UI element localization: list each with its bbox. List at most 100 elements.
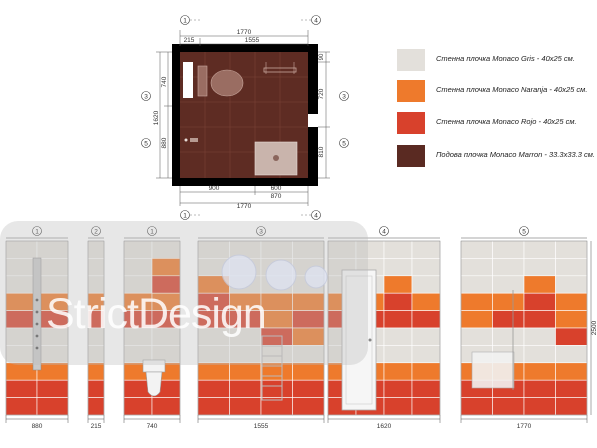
wall-tile: [123, 397, 153, 416]
plan-dim-bottom-600: 600: [271, 185, 282, 192]
panel-frame: [327, 240, 441, 416]
elevation-height-label: 2500: [591, 320, 597, 335]
wall-tile: [492, 275, 525, 294]
elevation-width-label: 1555: [254, 423, 269, 430]
elevation-marker: [91, 226, 101, 236]
wall-tile: [523, 397, 556, 416]
wall-tile: [383, 275, 413, 294]
wall-tile: [411, 362, 441, 381]
wall-tile: [411, 327, 441, 346]
panel-frame: [460, 240, 588, 416]
plan-marker-top-left: [180, 15, 190, 25]
wall-tile: [292, 379, 325, 398]
svg-text:3: 3: [342, 94, 346, 101]
wall-tile: [229, 362, 262, 381]
wall-tile: [383, 258, 413, 277]
wall-tile: [555, 258, 588, 277]
plan-dim-bottom-900: 900: [209, 185, 220, 192]
legend-label-naranja: Стенна плочка Monaco Naranja - 40х25 см.: [436, 85, 588, 94]
svg-text:4: 4: [314, 213, 318, 220]
wall-tile: [460, 397, 493, 416]
door-elevation: [341, 269, 377, 411]
wall-tile: [523, 292, 556, 311]
wall-tile: [151, 397, 181, 416]
elevation-marker: [147, 226, 157, 236]
plan-dim-left-lower: 880: [161, 137, 168, 148]
wall-tile: [5, 379, 38, 398]
wall-tile: [555, 310, 588, 329]
wall-tile: [260, 362, 293, 381]
plan-marker-bottom-right: [311, 210, 321, 220]
elevation-width-label: 1620: [377, 423, 392, 430]
plan-dim-top-right: 1555: [245, 37, 260, 44]
wall-tile: [411, 240, 441, 259]
wall-tile: [383, 362, 413, 381]
wall-tile: [411, 345, 441, 364]
wall-tile: [492, 397, 525, 416]
legend-label-marron: Подова плочка Monaco Marron - 33.3х33.3 …: [436, 150, 595, 159]
legend-swatch-gris: [397, 49, 425, 71]
wall-tile: [229, 397, 262, 416]
wall-tile: [460, 258, 493, 277]
wall-tile: [197, 397, 230, 416]
svg-text:5: 5: [342, 141, 346, 148]
plan-dim-top-total: 1770: [237, 29, 252, 36]
legend-swatch-marron: [397, 145, 425, 167]
elevation-fixtures: [32, 257, 515, 411]
wall-tile: [555, 379, 588, 398]
plan-dim-left-upper: 740: [161, 76, 168, 87]
elevation-panel: 5 1770: [460, 226, 588, 430]
wall-tile: [229, 379, 262, 398]
watermark-text: StrictDesign: [46, 290, 267, 338]
wall-tile: [523, 362, 556, 381]
wall-tile: [383, 292, 413, 311]
svg-text:1: 1: [183, 18, 187, 25]
svg-text:1: 1: [183, 213, 187, 220]
panel-frame: [197, 240, 325, 416]
wall-tile: [492, 310, 525, 329]
plan-marker-right-lower: [339, 138, 349, 148]
wall-tile: [292, 362, 325, 381]
wall-tile: [523, 345, 556, 364]
wall-tile: [197, 362, 230, 381]
watermark-band: [0, 221, 368, 365]
wall-tile: [36, 397, 69, 416]
wall-tile: [460, 327, 493, 346]
plan-dim-top: [179, 30, 309, 46]
svg-text:4: 4: [314, 18, 318, 25]
elevation-width-label: 880: [32, 423, 43, 430]
wall-tile: [523, 310, 556, 329]
legend-swatch-rojo: [397, 112, 425, 134]
plan-marker-right-upper: [339, 91, 349, 101]
elevation-marker-label: 1: [150, 229, 154, 236]
plan-dim-right-90: 90: [319, 53, 325, 60]
plan-niche: [183, 62, 193, 98]
plan-marker-top-right: [311, 15, 321, 25]
wall-tile: [523, 275, 556, 294]
wall-tile: [555, 327, 588, 346]
plan-dim-right-720: 720: [318, 88, 325, 99]
panel-frame: [5, 240, 69, 416]
wall-tile: [411, 397, 441, 416]
wall-tile: [383, 310, 413, 329]
wall-tile: [523, 258, 556, 277]
plan-dim-top-left: 215: [184, 37, 195, 44]
wall-tile: [460, 275, 493, 294]
floor-plan: 1770 215 1555 900 600 870 1770 740 880 1…: [141, 15, 349, 220]
plan-dim-left-total: 1620: [153, 110, 160, 125]
elevation-marker-label: 2: [94, 229, 98, 236]
panel-frame: [87, 240, 105, 416]
legend-row-rojo: Стенна плочка Monaco Rojo - 40х25 см.: [397, 112, 597, 134]
shower-tray-elevation: [471, 290, 515, 390]
elevation-marker-label: 1: [35, 229, 39, 236]
elevation-panel: 2 215: [87, 226, 105, 430]
watermark: [0, 221, 368, 365]
elevation-marker: [519, 226, 529, 236]
legend-row-naranja: Стенна плочка Monaco Naranja - 40х25 см.: [397, 80, 597, 102]
elevation-width-label: 740: [147, 423, 158, 430]
panel-frame: [123, 240, 181, 416]
wall-tile: [5, 397, 38, 416]
